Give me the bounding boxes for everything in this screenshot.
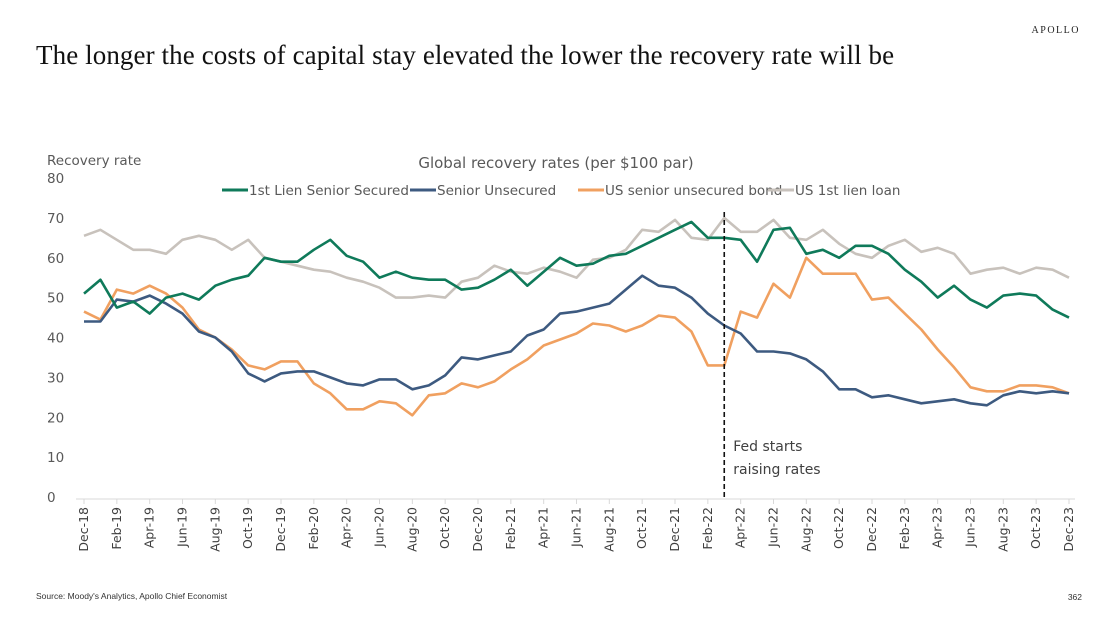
- page-number: 362: [1067, 592, 1082, 602]
- y-tick-label: 0: [47, 490, 56, 506]
- x-tick-label: Dec-19: [273, 507, 288, 552]
- brand-logo: APOLLO: [1031, 25, 1080, 36]
- x-tick-label: Jun-19: [175, 507, 190, 548]
- source-note: Source: Moody's Analytics, Apollo Chief …: [36, 591, 228, 601]
- legend-label-3: US 1st lien loan: [795, 183, 900, 199]
- x-tick-label: Feb-20: [306, 507, 321, 550]
- x-tick-label: Aug-21: [601, 507, 616, 552]
- x-tick-label: Feb-23: [897, 507, 912, 550]
- x-axis: Dec-18 Feb-19 Apr-19 Jun-19 Aug-19 Oct-19 Dec-…: [76, 498, 1076, 552]
- legend-label-2: US senior unsecured bond: [605, 183, 782, 199]
- x-tick-label: Apr-20: [339, 507, 354, 548]
- x-tick-label: Dec-22: [864, 507, 879, 552]
- y-axis-title: Recovery rate: [47, 153, 141, 169]
- x-tick-label: Apr-22: [733, 507, 748, 548]
- x-tick-label: Dec-21: [667, 507, 682, 552]
- x-tick-label: Dec-20: [470, 507, 485, 552]
- y-tick-label: 40: [47, 331, 64, 347]
- y-tick-label: 50: [47, 291, 64, 307]
- series-line-2: [83, 256, 1070, 417]
- y-tick-label: 30: [47, 370, 64, 386]
- chart-title: Global recovery rates (per $100 par): [418, 154, 693, 172]
- x-tick-label: Oct-23: [1028, 507, 1043, 549]
- series-line-0: [83, 220, 1070, 319]
- x-tick-label: Oct-20: [437, 507, 452, 549]
- series-group: [83, 216, 1070, 417]
- y-axis: 0 10 20 30 40 50 60 70 80: [47, 171, 64, 506]
- legend-label-0: 1st Lien Senior Secured: [249, 183, 409, 199]
- x-tick-label: Apr-21: [536, 507, 551, 548]
- x-tick-label: Oct-21: [634, 507, 649, 549]
- x-tick-label: Jun-22: [766, 507, 781, 548]
- y-tick-label: 20: [47, 410, 64, 426]
- y-tick-label: 60: [47, 251, 64, 267]
- x-tick-label: Aug-22: [798, 507, 813, 552]
- x-tick-label: Apr-23: [930, 507, 945, 548]
- x-tick-label: Apr-19: [142, 507, 157, 548]
- annotation-text: raising rates: [733, 462, 820, 478]
- series-line-3: [83, 216, 1070, 299]
- line-chart: Recovery rate Global recovery rates (per…: [47, 153, 1076, 552]
- annotations: Fed starts raising rates: [723, 212, 821, 499]
- y-tick-label: 80: [47, 171, 64, 187]
- x-tick-label: Feb-21: [503, 507, 518, 550]
- x-tick-label: Feb-19: [109, 507, 124, 550]
- series-line-1: [84, 274, 1070, 407]
- x-tick-label: Dec-23: [1061, 507, 1076, 552]
- x-tick-label: Aug-19: [207, 507, 222, 552]
- x-tick-label: Oct-19: [240, 507, 255, 549]
- x-tick-label: Jun-20: [372, 507, 387, 548]
- page-title: The longer the costs of capital stay ele…: [36, 40, 895, 70]
- x-tick-label: Feb-22: [700, 507, 715, 550]
- x-tick-label: Oct-22: [831, 507, 846, 549]
- x-tick-label: Aug-20: [404, 507, 419, 552]
- legend-label-1: Senior Unsecured: [437, 183, 556, 199]
- annotation-text: Fed starts: [733, 439, 802, 455]
- x-tick-label: Jun-21: [569, 507, 584, 548]
- y-tick-label: 70: [47, 211, 64, 227]
- x-tick-label: Jun-23: [963, 507, 978, 548]
- x-tick-label: Aug-23: [995, 507, 1010, 552]
- legend: 1st Lien Senior Secured Senior Unsecured U…: [222, 183, 900, 199]
- x-tick-label: Dec-18: [76, 507, 91, 552]
- y-tick-label: 10: [47, 450, 64, 466]
